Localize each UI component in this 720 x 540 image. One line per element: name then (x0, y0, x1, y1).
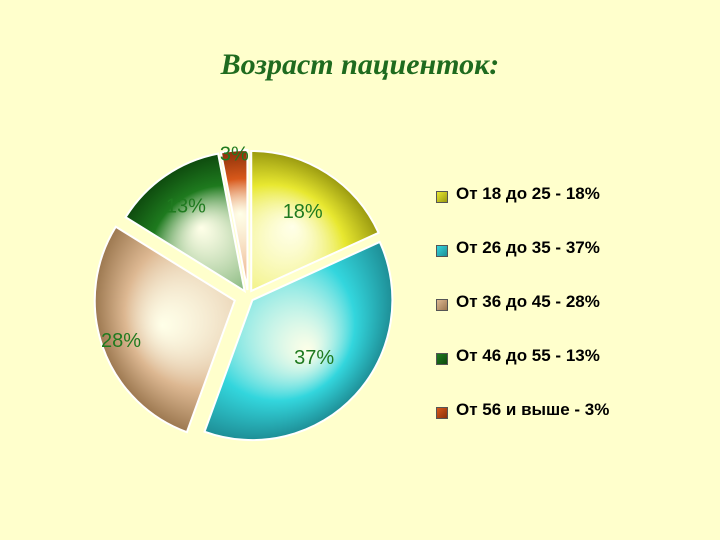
data-label: 28% (101, 330, 141, 352)
legend-item: От 18 до 25 - 18% (436, 184, 706, 238)
legend-swatch (436, 353, 448, 365)
legend-item: От 36 до 45 - 28% (436, 292, 706, 346)
pie-slice (219, 149, 249, 291)
pie-slice (250, 149, 380, 293)
legend-swatch (436, 407, 448, 419)
legend-item: От 56 и выше - 3% (436, 400, 706, 454)
legend-swatch (436, 299, 448, 311)
chart-title: Возраст пациенток: (220, 48, 500, 81)
legend-item: От 26 до 35 - 37% (436, 238, 706, 292)
legend-label: От 36 до 45 - 28% (456, 292, 600, 311)
pie-slice (124, 152, 247, 294)
legend-label: От 56 и выше - 3% (456, 400, 610, 419)
legend: От 18 до 25 - 18% От 26 до 35 - 37% От 3… (436, 184, 706, 454)
data-label: 3% (220, 143, 249, 165)
legend-swatch (436, 245, 448, 257)
legend-label: От 26 до 35 - 37% (456, 238, 600, 257)
legend-label: От 46 до 55 - 13% (456, 346, 600, 365)
data-label: 37% (294, 347, 334, 369)
legend-swatch (436, 191, 448, 203)
pie-slice (203, 240, 394, 442)
legend-item: От 46 до 55 - 13% (436, 346, 706, 400)
legend-label: От 18 до 25 - 18% (456, 184, 600, 203)
data-label: 18% (283, 201, 323, 223)
pie-slice (93, 225, 236, 434)
data-label: 13% (166, 196, 206, 218)
